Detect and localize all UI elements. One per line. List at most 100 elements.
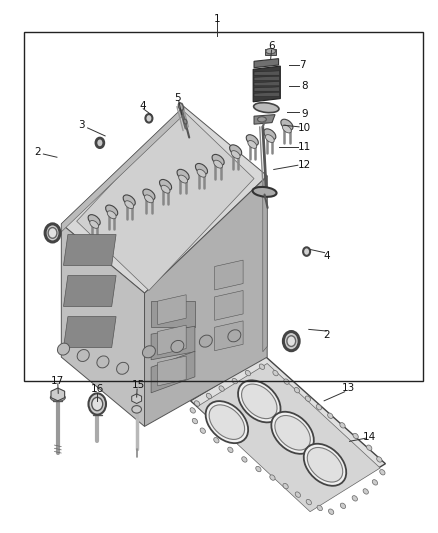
Ellipse shape bbox=[352, 496, 357, 501]
Ellipse shape bbox=[304, 444, 346, 486]
Polygon shape bbox=[61, 224, 145, 426]
Ellipse shape bbox=[284, 379, 289, 384]
Ellipse shape bbox=[97, 356, 109, 368]
Ellipse shape bbox=[199, 335, 212, 347]
Text: 10: 10 bbox=[298, 123, 311, 133]
Polygon shape bbox=[61, 107, 184, 232]
Ellipse shape bbox=[253, 187, 276, 197]
Text: 12: 12 bbox=[298, 160, 311, 170]
Polygon shape bbox=[158, 356, 186, 386]
Ellipse shape bbox=[197, 169, 206, 177]
Ellipse shape bbox=[205, 401, 248, 443]
Ellipse shape bbox=[57, 343, 70, 355]
Polygon shape bbox=[61, 107, 267, 293]
Ellipse shape bbox=[254, 103, 279, 112]
Ellipse shape bbox=[107, 211, 116, 219]
Ellipse shape bbox=[125, 201, 134, 208]
Ellipse shape bbox=[340, 423, 345, 428]
Ellipse shape bbox=[266, 49, 276, 54]
Ellipse shape bbox=[303, 247, 310, 256]
Text: 13: 13 bbox=[342, 383, 355, 393]
Ellipse shape bbox=[305, 396, 311, 401]
Ellipse shape bbox=[184, 119, 187, 124]
Polygon shape bbox=[254, 115, 275, 124]
Ellipse shape bbox=[294, 387, 300, 393]
Ellipse shape bbox=[142, 346, 155, 358]
Polygon shape bbox=[145, 176, 267, 426]
Ellipse shape bbox=[264, 129, 276, 140]
Polygon shape bbox=[64, 235, 116, 265]
Ellipse shape bbox=[194, 401, 200, 406]
Polygon shape bbox=[158, 295, 186, 325]
Polygon shape bbox=[254, 59, 279, 68]
Ellipse shape bbox=[328, 509, 334, 514]
Ellipse shape bbox=[271, 412, 314, 454]
Ellipse shape bbox=[90, 221, 99, 228]
Text: 8: 8 bbox=[301, 82, 308, 91]
Ellipse shape bbox=[179, 175, 187, 183]
Ellipse shape bbox=[377, 457, 382, 462]
Ellipse shape bbox=[246, 135, 258, 146]
Text: 11: 11 bbox=[298, 142, 311, 151]
Ellipse shape bbox=[295, 492, 300, 497]
Ellipse shape bbox=[340, 503, 346, 508]
Ellipse shape bbox=[270, 475, 275, 480]
Polygon shape bbox=[215, 260, 243, 290]
Ellipse shape bbox=[106, 205, 118, 216]
Ellipse shape bbox=[328, 413, 333, 418]
Bar bbox=[24, 32, 423, 381]
Polygon shape bbox=[215, 321, 243, 351]
Ellipse shape bbox=[200, 428, 205, 433]
Text: 5: 5 bbox=[174, 93, 181, 102]
Text: 6: 6 bbox=[268, 42, 275, 51]
Ellipse shape bbox=[275, 416, 311, 450]
Polygon shape bbox=[253, 66, 280, 102]
Ellipse shape bbox=[256, 466, 261, 472]
Ellipse shape bbox=[248, 141, 257, 148]
Text: 2: 2 bbox=[34, 147, 41, 157]
Ellipse shape bbox=[283, 125, 291, 133]
Ellipse shape bbox=[48, 228, 57, 238]
Polygon shape bbox=[215, 290, 243, 320]
Ellipse shape bbox=[306, 499, 311, 505]
Ellipse shape bbox=[192, 418, 198, 424]
Ellipse shape bbox=[45, 224, 60, 242]
Ellipse shape bbox=[367, 445, 372, 450]
Ellipse shape bbox=[212, 155, 224, 165]
Ellipse shape bbox=[145, 195, 153, 203]
Ellipse shape bbox=[50, 394, 65, 401]
Ellipse shape bbox=[283, 483, 288, 489]
Ellipse shape bbox=[88, 393, 106, 415]
Polygon shape bbox=[191, 356, 385, 509]
Ellipse shape bbox=[316, 405, 321, 410]
Ellipse shape bbox=[159, 180, 172, 190]
Ellipse shape bbox=[206, 393, 212, 399]
Ellipse shape bbox=[132, 406, 141, 413]
Polygon shape bbox=[254, 92, 279, 96]
Ellipse shape bbox=[265, 135, 274, 142]
Ellipse shape bbox=[219, 386, 224, 391]
Polygon shape bbox=[254, 82, 279, 86]
Ellipse shape bbox=[307, 448, 343, 482]
Ellipse shape bbox=[230, 145, 242, 156]
Ellipse shape bbox=[143, 189, 155, 200]
Text: 7: 7 bbox=[299, 60, 306, 70]
Ellipse shape bbox=[190, 408, 195, 413]
Polygon shape bbox=[254, 87, 279, 91]
Ellipse shape bbox=[259, 364, 265, 369]
Ellipse shape bbox=[283, 332, 299, 351]
Polygon shape bbox=[158, 325, 186, 355]
Ellipse shape bbox=[178, 103, 184, 110]
Ellipse shape bbox=[214, 160, 223, 168]
Ellipse shape bbox=[238, 381, 281, 422]
Ellipse shape bbox=[353, 433, 358, 439]
Ellipse shape bbox=[363, 489, 368, 494]
Ellipse shape bbox=[228, 330, 241, 342]
Ellipse shape bbox=[372, 480, 378, 485]
Polygon shape bbox=[51, 388, 65, 401]
Ellipse shape bbox=[177, 169, 189, 180]
Bar bbox=[265, 49, 276, 55]
Polygon shape bbox=[151, 351, 195, 393]
Polygon shape bbox=[151, 301, 195, 327]
Ellipse shape bbox=[228, 447, 233, 453]
